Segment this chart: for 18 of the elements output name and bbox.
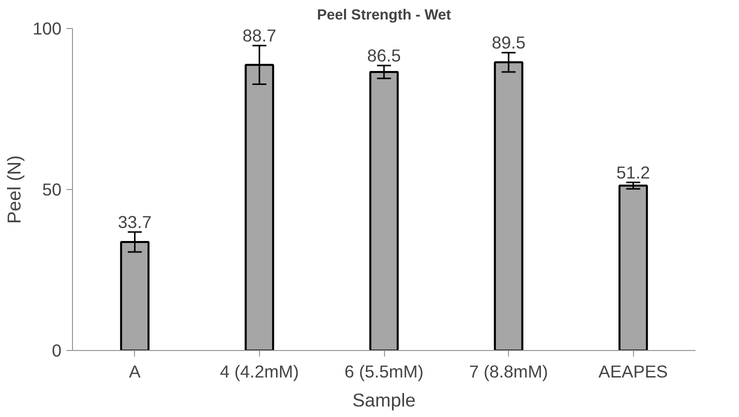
x-tick-label: 6 (5.5mM) — [344, 362, 424, 382]
x-tick-label: 4 (4.2mM) — [220, 362, 299, 382]
bar — [369, 70, 399, 350]
y-tick-label: 0 — [52, 340, 62, 360]
data-label: 51.2 — [616, 162, 650, 182]
data-label: 86.5 — [367, 46, 401, 66]
data-label: 88.7 — [242, 26, 276, 46]
y-axis-title: Peel (N) — [4, 155, 25, 224]
chart-title: Peel Strength - Wet — [316, 8, 452, 24]
data-label: 89.5 — [492, 32, 526, 53]
x-axis-title: Sample — [352, 390, 416, 410]
bar — [618, 184, 648, 350]
data-label: 33.7 — [118, 212, 152, 232]
y-tick-label: 100 — [32, 18, 62, 38]
x-tick-label: AEAPES — [598, 362, 668, 382]
x-tick-label: 7 (8.8mM) — [469, 362, 548, 382]
y-tick-label: 50 — [42, 180, 62, 200]
x-tick-label: A — [129, 362, 142, 382]
